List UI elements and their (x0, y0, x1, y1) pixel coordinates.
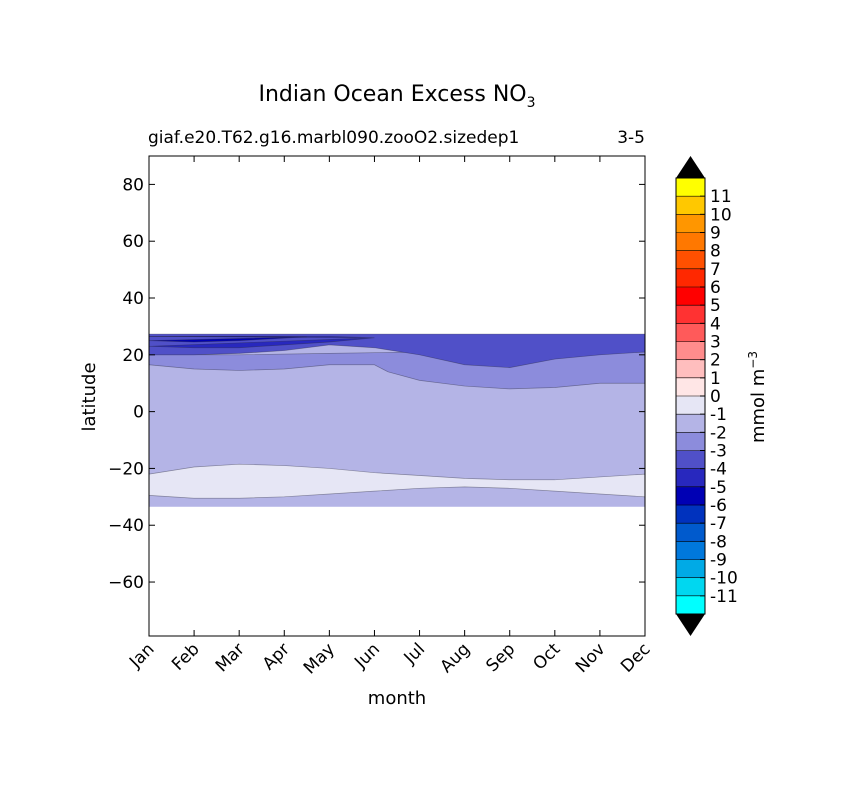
chart-title-subscript: 3 (527, 95, 536, 111)
x-tick-label: Jan (125, 639, 158, 672)
x-tick-label: Oct (529, 639, 564, 674)
colorbar-tick-label: -10 (710, 569, 738, 589)
colorbar-segment (676, 323, 705, 342)
colorbar-label: mmol m−3 (746, 351, 769, 443)
colorbar-tick-label: 7 (710, 260, 721, 280)
contour-band-minus-5-to-4 (148, 336, 375, 349)
x-tick-label: Mar (212, 639, 249, 676)
colorbar-segment (676, 396, 705, 415)
colorbar-segment (676, 287, 705, 306)
colorbar-tick-label: 4 (710, 314, 721, 334)
x-tick-label: Jun (350, 639, 384, 673)
colorbar-segment (676, 523, 705, 542)
colorbar-tick-label: -8 (710, 532, 727, 552)
colorbar-segment (676, 232, 705, 252)
y-tick-label: 80 (122, 175, 144, 195)
colorbar-segment (676, 250, 705, 270)
colorbar-segment (676, 268, 705, 288)
colorbar-segment (676, 468, 705, 488)
colorbar-tick-label: -1 (710, 405, 727, 425)
y-tick-label: 40 (122, 289, 144, 309)
colorbar-segment (676, 541, 705, 560)
colorbar-tick-label: 6 (710, 278, 721, 298)
colorbar-tick-label: 1 (710, 369, 721, 389)
colorbar-tick-label: -2 (710, 423, 727, 443)
colorbar-tick-label: 2 (710, 351, 721, 371)
colorbar-label-superscript: −3 (746, 351, 760, 369)
colorbar-tick-label: 9 (710, 224, 721, 244)
colorbar-tick-label: -11 (710, 587, 738, 607)
colorbar-label-main: mmol m (748, 369, 769, 443)
x-tick-label: Feb (168, 639, 203, 674)
colorbar-segment (676, 486, 705, 506)
colorbar-segment (676, 214, 705, 233)
chart-title: Indian Ocean Excess NO3 (258, 82, 535, 111)
colorbar-tick-label: -3 (710, 442, 727, 462)
colorbar-segment (676, 577, 705, 597)
colorbar-segment (676, 377, 705, 397)
contour-band-minus-6-to-5 (148, 336, 307, 343)
chart-title-text: Indian Ocean Excess NO3 (258, 82, 535, 111)
colorbar-segment (676, 305, 705, 324)
plot-frame (148, 155, 646, 637)
colorbar-segment (676, 341, 705, 361)
y-tick-label: 20 (122, 346, 144, 366)
colorbar-segment (676, 450, 705, 470)
colorbar-tick-label: 8 (710, 242, 721, 262)
colorbar-tick-label: 10 (710, 205, 732, 225)
y-tick-label: −20 (108, 459, 144, 479)
colorbar-segment (676, 414, 705, 433)
colorbar-tick-label: 3 (710, 333, 721, 353)
colorbar-segment (676, 432, 705, 451)
y-tick-label: −40 (108, 516, 144, 536)
colorbar-segment (676, 196, 705, 215)
colorbar-tick-label: -5 (710, 478, 727, 498)
chart-subtitle-right: 3-5 (617, 128, 645, 148)
colorbar-segment (676, 178, 705, 197)
x-tick-label: Apr (259, 639, 294, 674)
colorbar-tick-label: 0 (710, 387, 721, 407)
x-axis-label: month (368, 688, 426, 709)
x-tick-label: Jul (400, 639, 429, 668)
x-tick-label: Dec (617, 639, 654, 676)
chart-subtitle-left: giaf.e20.T62.g16.marbl090.zooO2.sizedep1 (148, 128, 519, 148)
x-tick-label: Nov (572, 639, 610, 677)
colorbar-segment (676, 505, 705, 524)
y-tick-label: 0 (133, 403, 144, 423)
colorbar-segment (676, 595, 705, 615)
colorbar-extend-top (676, 156, 705, 178)
colorbar-segment (676, 559, 705, 579)
plot-area (148, 333, 646, 507)
y-tick-label: −60 (108, 573, 144, 593)
colorbar-tick-label: -9 (710, 551, 727, 571)
y-tick-label: 60 (122, 232, 144, 252)
x-tick-label: Aug (437, 639, 475, 677)
colorbar-tick-label: 5 (710, 296, 721, 316)
colorbar-tick-label: 11 (710, 187, 732, 207)
x-tick-label: Sep (482, 639, 519, 676)
colorbar-tick-label: -4 (710, 460, 727, 480)
chart-title-main: Indian Ocean Excess NO (258, 82, 526, 107)
y-axis-label: latitude (79, 362, 100, 431)
colorbar-tick-label: -6 (710, 496, 727, 516)
x-tick-label: May (300, 639, 339, 678)
colorbar-segment (676, 359, 705, 379)
colorbar-tick-label: -7 (710, 514, 727, 534)
colorbar-extend-bottom (676, 614, 705, 636)
